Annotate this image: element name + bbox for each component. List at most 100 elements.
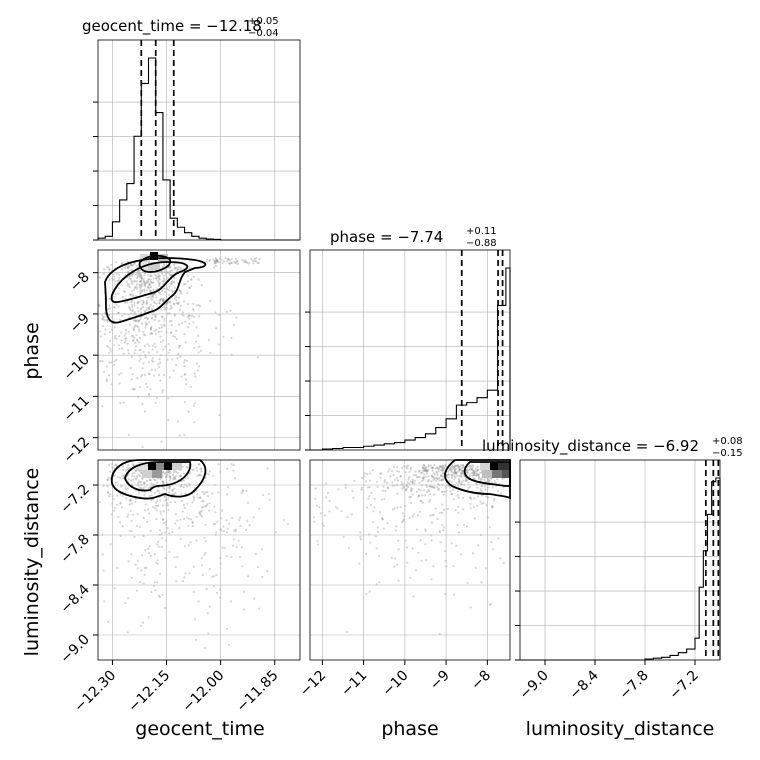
sample-point: [167, 504, 170, 507]
grid-lines: [520, 460, 720, 660]
sample-point: [439, 465, 442, 468]
sample-point: [423, 489, 426, 492]
sample-point: [359, 531, 362, 534]
sample-point: [151, 317, 154, 320]
sample-point: [423, 473, 426, 476]
sample-point: [148, 345, 151, 348]
sample-point: [258, 258, 261, 261]
sample-point: [191, 524, 194, 528]
sample-point: [119, 401, 122, 405]
sample-point: [142, 301, 145, 304]
sample-point: [138, 486, 141, 489]
sample-point: [184, 320, 187, 323]
sample-point: [229, 261, 233, 264]
sample-point: [173, 314, 176, 317]
sample-point: [371, 469, 374, 472]
sample-point: [108, 351, 111, 355]
sample-point: [232, 538, 235, 541]
sample-point: [136, 306, 139, 310]
sample-point: [160, 532, 163, 535]
sample-point: [167, 470, 170, 473]
sample-point: [108, 374, 111, 377]
sample-point: [106, 265, 109, 268]
density-cell: [172, 462, 182, 470]
x-axis-label-luminosity-distance: luminosity_distance: [526, 718, 715, 740]
sample-point: [143, 284, 146, 287]
sample-point: [150, 482, 153, 485]
y-tick-label: −12: [61, 434, 93, 466]
sample-point: [146, 343, 149, 346]
x-tick-label: −11: [338, 668, 370, 700]
sample-point: [429, 514, 432, 517]
sample-point: [432, 472, 435, 475]
sample-point: [112, 273, 115, 276]
sample-point: [104, 328, 107, 331]
sample-point: [108, 304, 111, 307]
sample-point: [172, 477, 176, 480]
sample-point: [225, 627, 228, 630]
sample-point: [222, 335, 225, 338]
sample-point: [445, 565, 448, 568]
sample-point: [467, 468, 470, 472]
panel-phase-hist: phase = −7.74 +0.11 −0.88: [305, 226, 511, 451]
sample-point: [138, 274, 142, 277]
sample-point: [475, 474, 478, 477]
sample-point: [153, 553, 156, 556]
sample-point: [180, 492, 183, 495]
sample-point: [134, 294, 138, 297]
sample-point: [138, 330, 141, 333]
sample-point: [389, 475, 392, 478]
sample-point: [433, 477, 436, 480]
sample-point: [131, 387, 134, 390]
sample-point: [139, 357, 142, 361]
sample-point: [178, 288, 181, 292]
sample-point: [424, 543, 427, 546]
sample-point: [187, 517, 190, 520]
sample-point: [175, 266, 178, 269]
sample-point: [193, 346, 196, 349]
sample-point: [114, 334, 117, 338]
sample-point: [163, 606, 166, 610]
sample-point: [127, 349, 130, 352]
sample-point: [391, 481, 394, 484]
sample-point: [226, 259, 229, 262]
sample-point: [170, 331, 173, 334]
sample-point: [174, 267, 177, 270]
sample-point: [130, 299, 133, 303]
sample-point: [157, 330, 160, 334]
sample-point: [135, 589, 138, 592]
sample-point: [448, 467, 452, 470]
sample-point: [193, 421, 196, 424]
sample-point: [157, 540, 160, 544]
sample-point: [162, 518, 165, 521]
sample-point: [166, 358, 169, 361]
sample-point: [454, 471, 457, 475]
sample-point: [346, 516, 349, 519]
sample-point: [473, 473, 476, 476]
sample-point: [158, 302, 161, 305]
sample-point: [153, 302, 156, 305]
sample-point: [135, 334, 138, 337]
sample-point: [140, 276, 143, 279]
sample-point: [113, 507, 117, 510]
sample-point: [418, 494, 421, 497]
sample-point: [441, 472, 444, 475]
sample-point: [163, 373, 166, 376]
sample-point: [157, 273, 160, 276]
sample-point: [144, 485, 147, 488]
sample-point: [424, 469, 427, 472]
sample-point: [133, 301, 136, 305]
x-tick-label: −12: [297, 668, 329, 700]
sample-point: [195, 466, 198, 469]
sample-point: [397, 470, 401, 473]
sample-point: [382, 485, 385, 488]
sample-point: [128, 275, 132, 278]
sample-point: [453, 468, 456, 471]
x-tick-label: −9: [427, 668, 453, 694]
sample-point: [102, 485, 105, 488]
sample-point: [491, 548, 495, 551]
sample-point: [425, 472, 428, 475]
sample-point: [464, 479, 467, 483]
sample-point: [325, 496, 328, 499]
sample-point: [148, 495, 151, 498]
